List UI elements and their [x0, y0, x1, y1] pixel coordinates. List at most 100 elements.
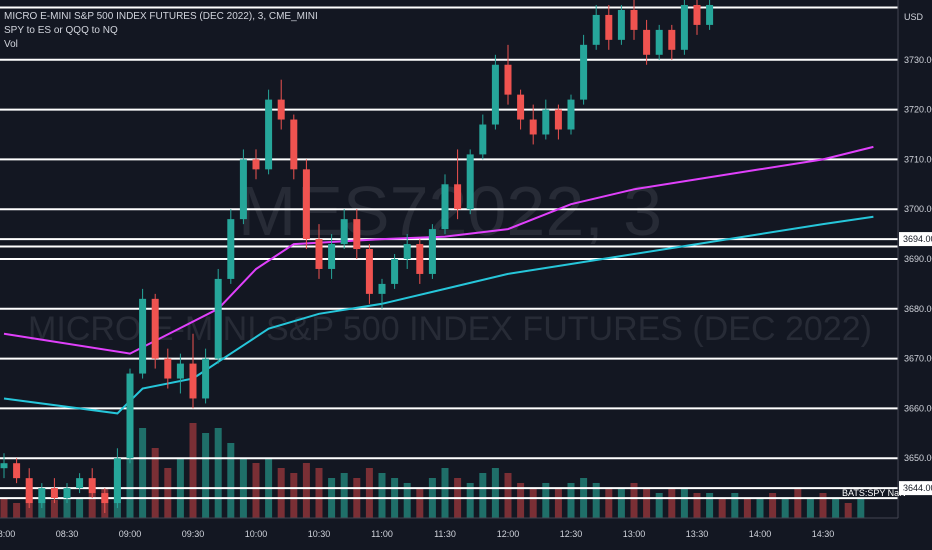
- legend-indicator-vol[interactable]: Vol: [4, 39, 18, 50]
- watermark-name: MICRO E-MINI S&P 500 INDEX FUTURES (DEC …: [28, 310, 872, 348]
- candle: [290, 114, 298, 180]
- candle-body: [50, 488, 58, 499]
- candle: [13, 458, 21, 484]
- volume-bar: [13, 503, 21, 518]
- volume-bar: [781, 498, 789, 518]
- candle-body: [13, 463, 21, 479]
- candle-body: [265, 99, 273, 170]
- candle-body: [277, 99, 285, 120]
- candle: [529, 104, 537, 145]
- volume-bar: [403, 483, 411, 518]
- candle: [391, 254, 399, 289]
- candle-body: [252, 159, 260, 170]
- candle-body: [340, 219, 348, 245]
- volume-bar: [743, 498, 751, 518]
- price-tick-label: 3680.00: [904, 304, 932, 314]
- candle: [580, 34, 588, 105]
- candle: [454, 149, 462, 220]
- time-tick-label: 10:30: [308, 529, 331, 539]
- candle-body: [693, 4, 701, 25]
- candle-body: [706, 4, 714, 25]
- candle-body: [302, 169, 310, 240]
- candle: [101, 488, 109, 514]
- candle: [139, 288, 147, 379]
- time-axis-background: [0, 518, 932, 550]
- legend-symbol[interactable]: MICRO E-MINI S&P 500 INDEX FUTURES (DEC …: [4, 11, 318, 22]
- candle: [189, 333, 197, 409]
- price-label-box: [899, 232, 932, 247]
- price-tick-label: 3710.00: [904, 154, 932, 164]
- candle: [542, 99, 550, 140]
- candle: [479, 114, 487, 160]
- candle-body: [378, 283, 386, 294]
- volume-bar: [479, 473, 487, 518]
- candle-body: [630, 9, 638, 30]
- volume-bar: [214, 428, 222, 518]
- volume-bar: [605, 488, 613, 518]
- candle: [706, 0, 714, 30]
- volume-bar: [857, 498, 865, 518]
- candle-body: [554, 109, 562, 130]
- volume-bar: [315, 468, 323, 518]
- time-tick-label: 13:00: [623, 529, 646, 539]
- candle: [340, 209, 348, 250]
- candle-body: [0, 463, 8, 469]
- volume-bar: [126, 438, 134, 518]
- candle-body: [655, 29, 663, 55]
- candle: [668, 24, 676, 60]
- candle-body: [643, 29, 651, 55]
- volume-bar: [340, 473, 348, 518]
- volume-bar: [832, 498, 840, 518]
- overlay-label: BATS:SPY NaN: [842, 488, 906, 498]
- candle: [239, 149, 247, 225]
- candle-body: [227, 219, 235, 279]
- candle: [88, 468, 96, 499]
- candle-body: [529, 119, 537, 135]
- candle-body: [416, 244, 424, 274]
- volume-bar: [50, 500, 58, 518]
- candle: [202, 348, 210, 404]
- price-tick-label: 3690.00: [904, 254, 932, 264]
- price-tick-label: 3700.00: [904, 204, 932, 214]
- candle-body: [63, 488, 71, 499]
- candle: [315, 224, 323, 279]
- volume-bar: [290, 473, 298, 518]
- candle-body: [315, 239, 323, 269]
- candle-body: [88, 478, 96, 494]
- candle: [517, 89, 525, 130]
- candle: [416, 239, 424, 284]
- candle-body: [580, 44, 588, 100]
- volume-bar: [643, 488, 651, 518]
- candle-body: [290, 119, 298, 170]
- volume-bar: [151, 448, 159, 518]
- volume-bar: [542, 483, 550, 518]
- chart-legend: MICRO E-MINI S&P 500 INDEX FUTURES (DEC …: [4, 10, 318, 52]
- candle-body: [479, 124, 487, 155]
- candle: [630, 0, 638, 40]
- volume-bar: [693, 493, 701, 518]
- candle-body: [491, 64, 499, 125]
- candle-body: [668, 29, 676, 50]
- candle: [378, 278, 386, 309]
- candle: [643, 19, 651, 65]
- candle-body: [441, 184, 449, 230]
- candle: [214, 268, 222, 364]
- candle: [126, 368, 134, 464]
- candle: [176, 353, 184, 394]
- candle-body: [617, 9, 625, 40]
- candle: [113, 448, 121, 509]
- candle-body: [466, 154, 474, 210]
- legend-indicator-spy[interactable]: SPY to ES or QQQ to NQ: [4, 25, 118, 36]
- volume-bar: [680, 488, 688, 518]
- volume-bar: [554, 488, 562, 518]
- volume-bar: [668, 488, 676, 518]
- volume-bar: [567, 483, 575, 518]
- candle: [63, 483, 71, 504]
- candle: [567, 94, 575, 135]
- candle: [655, 24, 663, 60]
- candle: [151, 293, 159, 369]
- volume-bar: [139, 428, 147, 518]
- candle: [252, 149, 260, 180]
- candle-body: [542, 109, 550, 135]
